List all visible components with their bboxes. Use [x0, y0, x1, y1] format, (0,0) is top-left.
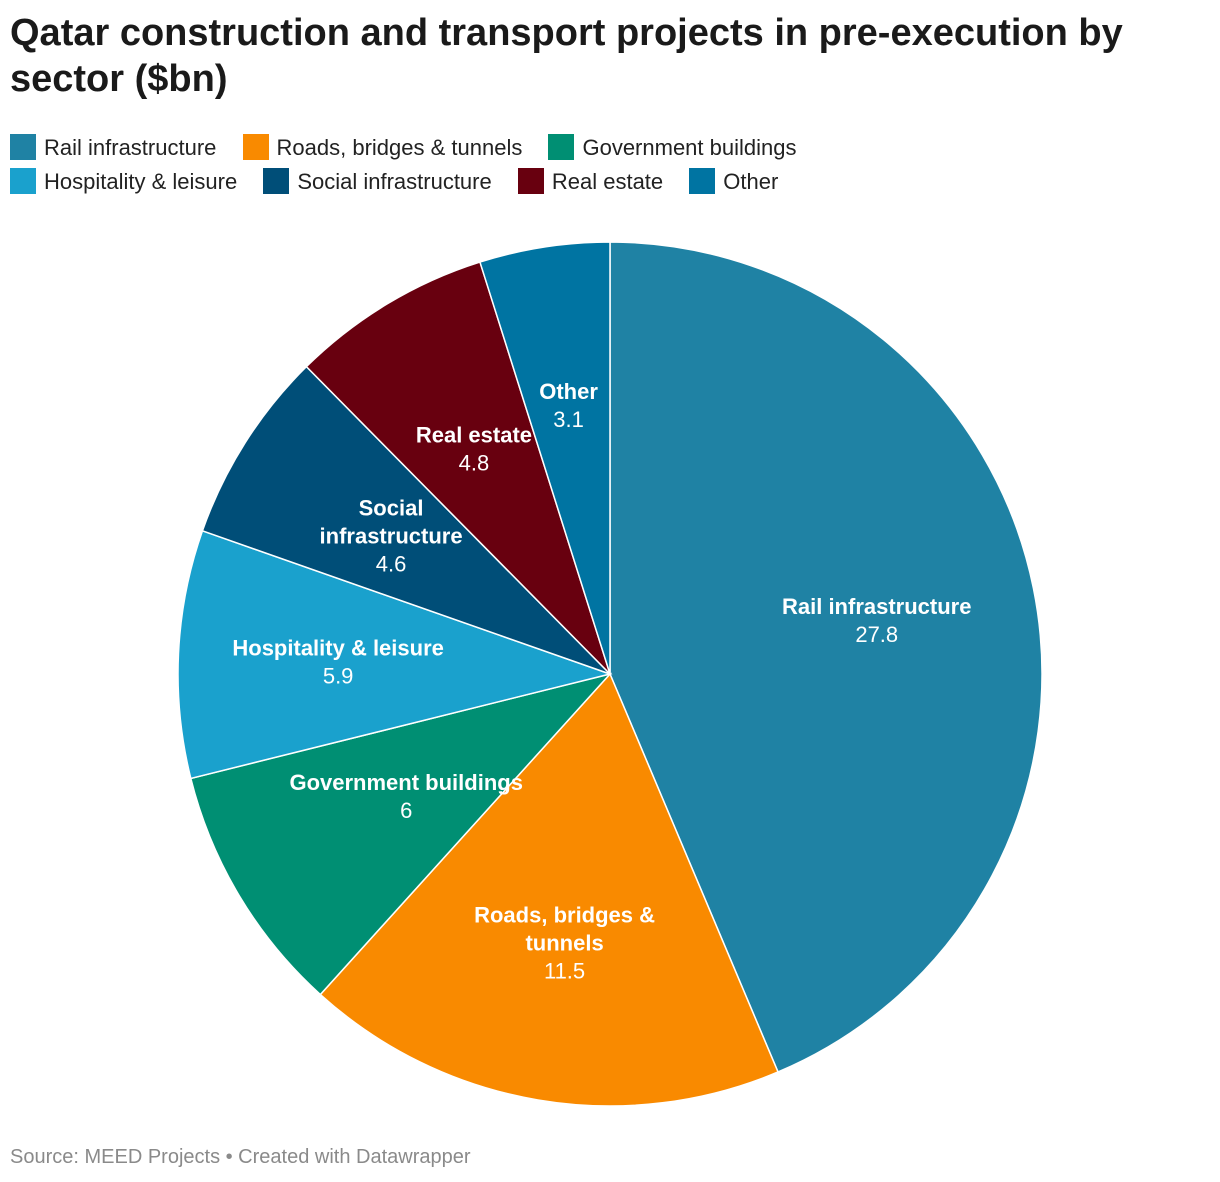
slice-value-text: 6	[400, 798, 412, 823]
legend-item-rail-infrastructure[interactable]: Rail infrastructure	[10, 131, 216, 165]
legend-item-government-buildings[interactable]: Government buildings	[548, 131, 796, 165]
legend-label: Other	[723, 169, 779, 194]
slice-name-text: Rail infrastructure	[782, 594, 972, 619]
legend-label: Hospitality & leisure	[44, 169, 238, 194]
slice-value-text: 4.6	[376, 551, 407, 576]
slice-value-text: 3.1	[553, 407, 584, 432]
slice-name-text: Government buildings	[289, 770, 522, 795]
legend-swatch	[517, 168, 544, 194]
pie-chart: Rail infrastructure 27.8 Roads, bridges & t…	[177, 241, 1043, 1107]
slice-name-text: tunnels	[525, 930, 603, 955]
legend-label: Roads, bridges & tunnels	[276, 135, 523, 160]
pie-slice-rail-infrastructure[interactable]	[609, 241, 1043, 1073]
slice-name-text: Hospitality & leisure	[232, 635, 444, 660]
slice-value-text: 11.5	[544, 958, 585, 983]
slice-name-text: Other	[539, 379, 598, 404]
slice-name-text: infrastructure	[320, 523, 463, 548]
legend-label: Government buildings	[582, 135, 797, 160]
legend-item-other[interactable]: Other	[689, 165, 778, 199]
pie-slice-real-estate[interactable]	[305, 261, 611, 675]
legend-swatch	[242, 134, 269, 160]
chart-title: Qatar construction and transport project…	[10, 12, 1123, 100]
legend-swatch	[548, 134, 575, 160]
pie-labels: Rail infrastructure 27.8 Roads, bridges & t…	[232, 379, 971, 983]
slice-label-hospitality-leisure: Hospitality & leisure 5.9	[232, 635, 444, 688]
slice-label-real-estate: Real estate 4.8	[416, 422, 532, 475]
pie-slice-government-buildings[interactable]	[189, 672, 613, 996]
pie-slice-other[interactable]	[479, 241, 611, 675]
slice-label-roads-bridges-tunnels: Roads, bridges & tunnels 11.5	[474, 902, 655, 983]
legend-item-hospitality-leisure[interactable]: Hospitality & leisure	[10, 165, 237, 199]
slice-label-rail-infrastructure: Rail infrastructure 27.8	[782, 594, 972, 647]
pie-slice-roads-bridges-tunnels[interactable]	[319, 672, 780, 1107]
pie-slice-social-infrastructure[interactable]	[201, 365, 611, 675]
legend-label: Real estate	[551, 169, 664, 194]
pie-slice-hospitality-leisure[interactable]	[177, 529, 613, 780]
slice-value-text: 4.8	[459, 450, 490, 475]
chart-legend: Rail infrastructure Roads, bridges & tun…	[10, 131, 1050, 199]
slice-name-text: Real estate	[416, 422, 532, 447]
chart-source-note: Source: MEED Projects • Created with Dat…	[10, 1146, 471, 1168]
slice-value-text: 27.8	[855, 622, 898, 647]
pie-slices	[177, 241, 1043, 1107]
legend-swatch	[10, 168, 36, 194]
slice-name-text: Social	[359, 495, 424, 520]
slice-value-text: 5.9	[323, 663, 354, 688]
legend-swatch	[10, 134, 36, 160]
legend-label: Rail infrastructure	[44, 135, 217, 160]
slice-label-social-infrastructure: Social infrastructure 4.6	[320, 495, 463, 576]
legend-swatch	[689, 168, 716, 194]
slice-label-other: Other 3.1	[539, 379, 598, 432]
legend-item-real-estate[interactable]: Real estate	[517, 165, 664, 199]
legend-label: Social infrastructure	[297, 169, 492, 194]
slice-label-government-buildings: Government buildings 6	[289, 770, 522, 823]
legend-swatch	[263, 168, 290, 194]
legend-item-roads-bridges-tunnels[interactable]: Roads, bridges & tunnels	[242, 131, 523, 165]
slice-name-text: Roads, bridges &	[474, 902, 655, 927]
legend-item-social-infrastructure[interactable]: Social infrastructure	[263, 165, 492, 199]
